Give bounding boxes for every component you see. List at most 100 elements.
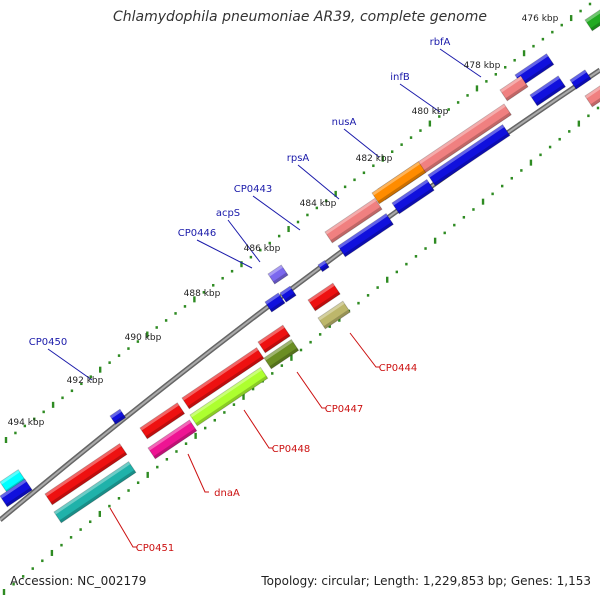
gene-label-CP0451[interactable]: CP0451 (136, 543, 174, 554)
genome-title: Chlamydophila pneumoniae AR39, complete … (113, 9, 487, 25)
outer-tick-dot (259, 248, 262, 252)
inner-tick-dot (568, 130, 571, 133)
outer-tick-dot (296, 220, 300, 224)
gene-label-CP0446[interactable]: CP0446 (178, 228, 216, 239)
outer-tick-dot (419, 129, 422, 132)
outer-tick-dot (155, 326, 158, 329)
outer-tick-dot (42, 410, 45, 414)
inner-tick-dot (405, 262, 408, 266)
gene-feature-right-salmon (584, 84, 600, 108)
outer-tick-dot (221, 276, 224, 280)
inner-tick-dot (108, 504, 111, 508)
outer-tick-dot (108, 361, 111, 364)
inner-tick-dot (462, 215, 466, 219)
inner-tick-dot (386, 276, 389, 283)
inner-tick-dot (50, 549, 54, 556)
inner-tick-dot (194, 432, 197, 439)
inner-tick-dot (376, 286, 379, 289)
outer-tick-dot (475, 85, 479, 92)
inner-tick-dot (146, 471, 149, 478)
outer-tick-dot (494, 73, 498, 76)
gene-label-CP0448[interactable]: CP0448 (272, 444, 310, 455)
outer-tick-dot (277, 234, 281, 238)
outer-tick-dot (268, 241, 271, 245)
outer-tick-dot (353, 178, 356, 182)
outer-tick-dot (315, 206, 319, 210)
outer-tick-dot (164, 319, 168, 322)
outer-tick-dot (212, 283, 215, 287)
inner-tick-dot (60, 543, 63, 547)
outer-tick-dot (579, 9, 582, 13)
leader-line (227, 219, 261, 263)
inner-tick-dot (309, 340, 312, 344)
leader-line (297, 164, 340, 200)
gene-feature-small-blue (317, 259, 330, 273)
outer-tick-dot (551, 30, 554, 34)
gene-label-CP0447[interactable]: CP0447 (325, 404, 363, 415)
tick-label: 490 kbp (125, 333, 162, 343)
inner-tick-dot (577, 120, 581, 127)
inner-tick-dot (453, 223, 456, 227)
gene-label-infB[interactable]: infB (390, 72, 410, 83)
outer-tick-dot (249, 255, 253, 259)
inner-tick-dot (290, 354, 293, 361)
outer-tick-dot (381, 155, 384, 162)
gene-feature-CP0448-a (181, 347, 265, 410)
outer-tick-dot (80, 382, 83, 386)
gene-feature-blue-1 (337, 213, 394, 258)
inner-tick-dot (318, 333, 322, 336)
outer-tick-dot (146, 331, 149, 338)
outer-tick-dot (89, 375, 92, 379)
outer-tick-dot (136, 340, 140, 343)
tick-label: 486 kbp (244, 244, 281, 254)
gene-feature-rpsA (371, 161, 427, 205)
tick-label: 480 kbp (412, 107, 449, 117)
leader-line (47, 348, 93, 381)
inner-tick-dot (251, 387, 255, 391)
leader-line (349, 332, 380, 368)
gene-label-dnaA[interactable]: dnaA (214, 488, 240, 499)
outer-tick-dot (569, 15, 573, 22)
gene-label-rpsA[interactable]: rpsA (287, 153, 310, 164)
inner-tick-dot (596, 106, 600, 110)
inner-tick-dot (433, 237, 437, 244)
inner-tick-dot (271, 372, 274, 375)
outer-tick-dot (61, 396, 64, 400)
outer-tick-dot (4, 437, 8, 443)
inner-tick-dot (232, 403, 236, 406)
outer-tick-dot (588, 2, 592, 6)
gene-label-CP0444[interactable]: CP0444 (379, 363, 417, 374)
gene-label-rbfA[interactable]: rbfA (430, 37, 451, 48)
gene-label-CP0443[interactable]: CP0443 (234, 184, 272, 195)
outer-tick-dot (70, 389, 74, 393)
outer-tick-dot (513, 58, 516, 62)
inner-tick-dot (539, 153, 542, 157)
outer-tick-dot (193, 296, 196, 303)
outer-tick-dot (240, 261, 243, 268)
inner-tick-dot (366, 294, 370, 297)
outer-tick-dot (334, 190, 337, 197)
gene-label-acpS[interactable]: acpS (216, 208, 240, 219)
outer-tick-dot (127, 347, 130, 350)
inner-tick-dot (558, 137, 561, 141)
inner-tick-dot (548, 145, 552, 149)
outer-tick-dot (230, 269, 234, 273)
leader-line (109, 507, 137, 548)
outer-tick-dot (33, 417, 36, 421)
inner-tick-dot (2, 589, 6, 595)
gene-label-nusA[interactable]: nusA (332, 117, 357, 128)
outer-tick-dot (428, 120, 432, 127)
inner-tick-dot (491, 192, 494, 196)
outer-tick-dot (14, 431, 17, 435)
inner-tick-dot (203, 426, 207, 430)
inner-tick-dot (357, 301, 360, 305)
leader-line (296, 371, 326, 409)
accession-text: Accession: NC_002179 (10, 574, 147, 588)
gene-label-CP0450[interactable]: CP0450 (29, 337, 67, 348)
inner-tick-dot (328, 325, 331, 328)
leader-line (439, 48, 482, 78)
outer-tick-dot (438, 115, 441, 118)
gene-feature-CP0451 (53, 461, 137, 524)
inner-tick-dot (12, 582, 15, 586)
